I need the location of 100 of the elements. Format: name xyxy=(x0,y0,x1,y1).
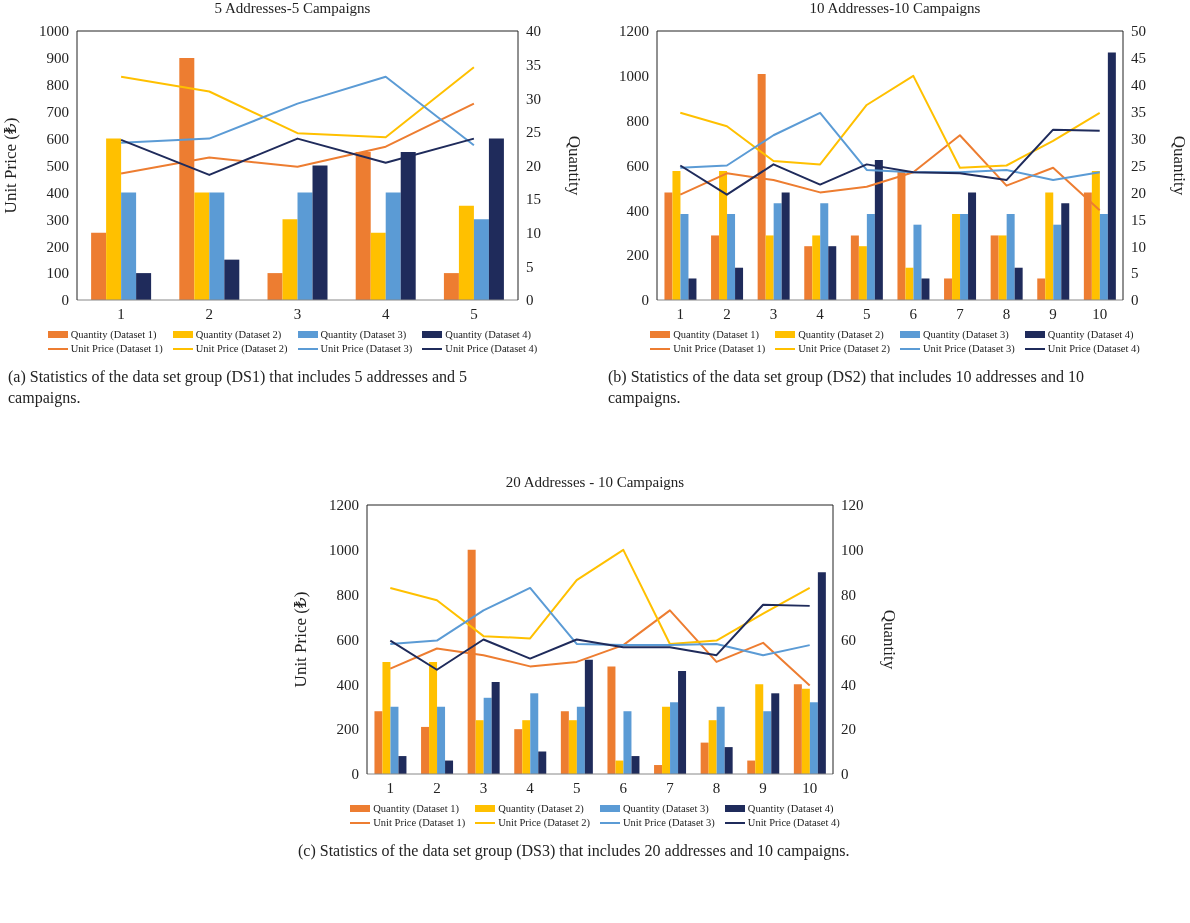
y-tick-label: 200 xyxy=(336,721,359,738)
y2-tick-label: 5 xyxy=(1131,265,1139,282)
y-tick-label: 1000 xyxy=(329,542,359,559)
y2-tick-label: 35 xyxy=(1131,104,1146,121)
y2-tick-label: 25 xyxy=(1131,157,1146,174)
bar xyxy=(91,232,107,300)
x-tick-label: 2 xyxy=(723,305,731,322)
line-series xyxy=(389,548,811,645)
bar xyxy=(538,751,547,774)
bar xyxy=(960,213,969,300)
line-series xyxy=(389,603,811,671)
bar xyxy=(475,720,484,774)
x-tick-label: 3 xyxy=(293,305,302,322)
y2-tick-label: 15 xyxy=(526,191,541,208)
legend-label: Quantity (Dataset 1) xyxy=(70,329,157,340)
y2-tick-label: 40 xyxy=(526,23,541,40)
x-tick-label: 10 xyxy=(1092,305,1108,322)
x-tick-label: 7 xyxy=(956,305,965,322)
bar xyxy=(662,706,671,774)
bar xyxy=(921,278,930,300)
y2-axis-title: Quantity xyxy=(1169,135,1189,196)
x-tick-label: 1 xyxy=(676,305,685,322)
legend-label: Unit Price (Dataset 1) xyxy=(373,817,466,828)
bar xyxy=(765,235,774,300)
x-tick-label: 5 xyxy=(470,305,478,322)
legend-label: Quantity (Dataset 2) xyxy=(498,803,584,814)
chart-title: 10 Addresses-10 Campaigns xyxy=(808,0,982,18)
bar xyxy=(1107,52,1116,300)
bar xyxy=(297,192,313,300)
x-tick-label: 2 xyxy=(205,305,214,322)
x-tick-label: 6 xyxy=(619,779,628,796)
legend-label: Quantity (Dataset 1) xyxy=(373,803,460,814)
y-tick-label: 1000 xyxy=(619,68,649,85)
bar xyxy=(858,246,867,300)
bar xyxy=(905,267,914,300)
legend-label: Unit Price (Dataset 3) xyxy=(623,817,715,828)
chart-title: 20 Addresses - 10 Campaigns xyxy=(504,474,686,492)
legend-label: Quantity (Dataset 2) xyxy=(798,329,884,340)
bar xyxy=(631,756,640,774)
x-tick-label: 4 xyxy=(526,779,535,796)
y-axis-title: Unit Price (₺) xyxy=(1,117,21,214)
bar xyxy=(576,706,585,774)
legend-label: Unit Price (Dataset 4) xyxy=(747,817,840,828)
bar xyxy=(809,702,818,774)
legend-label: Unit Price (Dataset 2) xyxy=(498,817,590,828)
bar xyxy=(952,213,961,300)
bar xyxy=(194,192,210,300)
y-tick-label: 200 xyxy=(46,238,69,255)
bar xyxy=(568,720,577,774)
y2-tick-label: 5 xyxy=(526,258,534,275)
bar xyxy=(680,213,689,300)
y2-tick-label: 0 xyxy=(841,766,849,783)
bar xyxy=(820,203,829,300)
x-tick-label: 7 xyxy=(666,779,675,796)
bar xyxy=(801,688,810,774)
bar xyxy=(374,711,383,774)
y-tick-label: 600 xyxy=(626,157,649,174)
bar xyxy=(711,235,720,300)
y-tick-label: 500 xyxy=(46,157,69,174)
legend-label: Quantity (Dataset 4) xyxy=(1047,329,1134,340)
y2-tick-label: 10 xyxy=(1131,238,1146,255)
legend-label: Unit Price (Dataset 2) xyxy=(195,343,288,354)
bar xyxy=(670,702,679,774)
x-tick-label: 1 xyxy=(386,779,395,796)
bar xyxy=(1037,278,1046,300)
legend-label: Quantity (Dataset 3) xyxy=(623,803,709,814)
y2-tick-label: 50 xyxy=(1131,23,1146,40)
legend-label: Quantity (Dataset 4) xyxy=(445,329,532,340)
y2-tick-label: 20 xyxy=(1131,184,1146,201)
bar xyxy=(817,572,826,774)
bar xyxy=(1099,213,1108,300)
y-tick-label: 400 xyxy=(336,676,359,693)
bar xyxy=(209,192,225,300)
bar xyxy=(735,267,744,300)
bar xyxy=(382,661,391,774)
line-series xyxy=(389,586,811,657)
bar xyxy=(483,697,492,774)
bar xyxy=(584,659,593,774)
text: (b) Statistics of the data set group (DS2) that includes 10 addresses and 10 campaigns. xyxy=(608,367,1085,408)
y2-tick-label: 120 xyxy=(841,497,864,514)
bar xyxy=(771,693,780,774)
bar xyxy=(990,235,999,300)
bar xyxy=(804,246,813,300)
bar xyxy=(913,224,922,300)
bar xyxy=(530,693,539,774)
bar xyxy=(672,170,681,300)
x-tick-label: 4 xyxy=(381,305,390,322)
y-axis-title: Unit Price (₺) xyxy=(291,591,311,688)
bar xyxy=(443,273,459,300)
bar xyxy=(473,219,489,300)
bar xyxy=(607,666,616,774)
bar xyxy=(1061,203,1070,300)
legend-label: Unit Price (Dataset 1) xyxy=(70,343,163,354)
chart-title: 5 Addresses-5 Campaigns xyxy=(213,0,372,18)
bar xyxy=(688,278,697,300)
legend-label: Quantity (Dataset 3) xyxy=(923,329,1009,340)
y2-tick-label: 20 xyxy=(526,157,541,174)
x-tick-label: 1 xyxy=(117,305,125,322)
y-tick-label: 400 xyxy=(626,202,649,219)
bar xyxy=(755,684,764,774)
